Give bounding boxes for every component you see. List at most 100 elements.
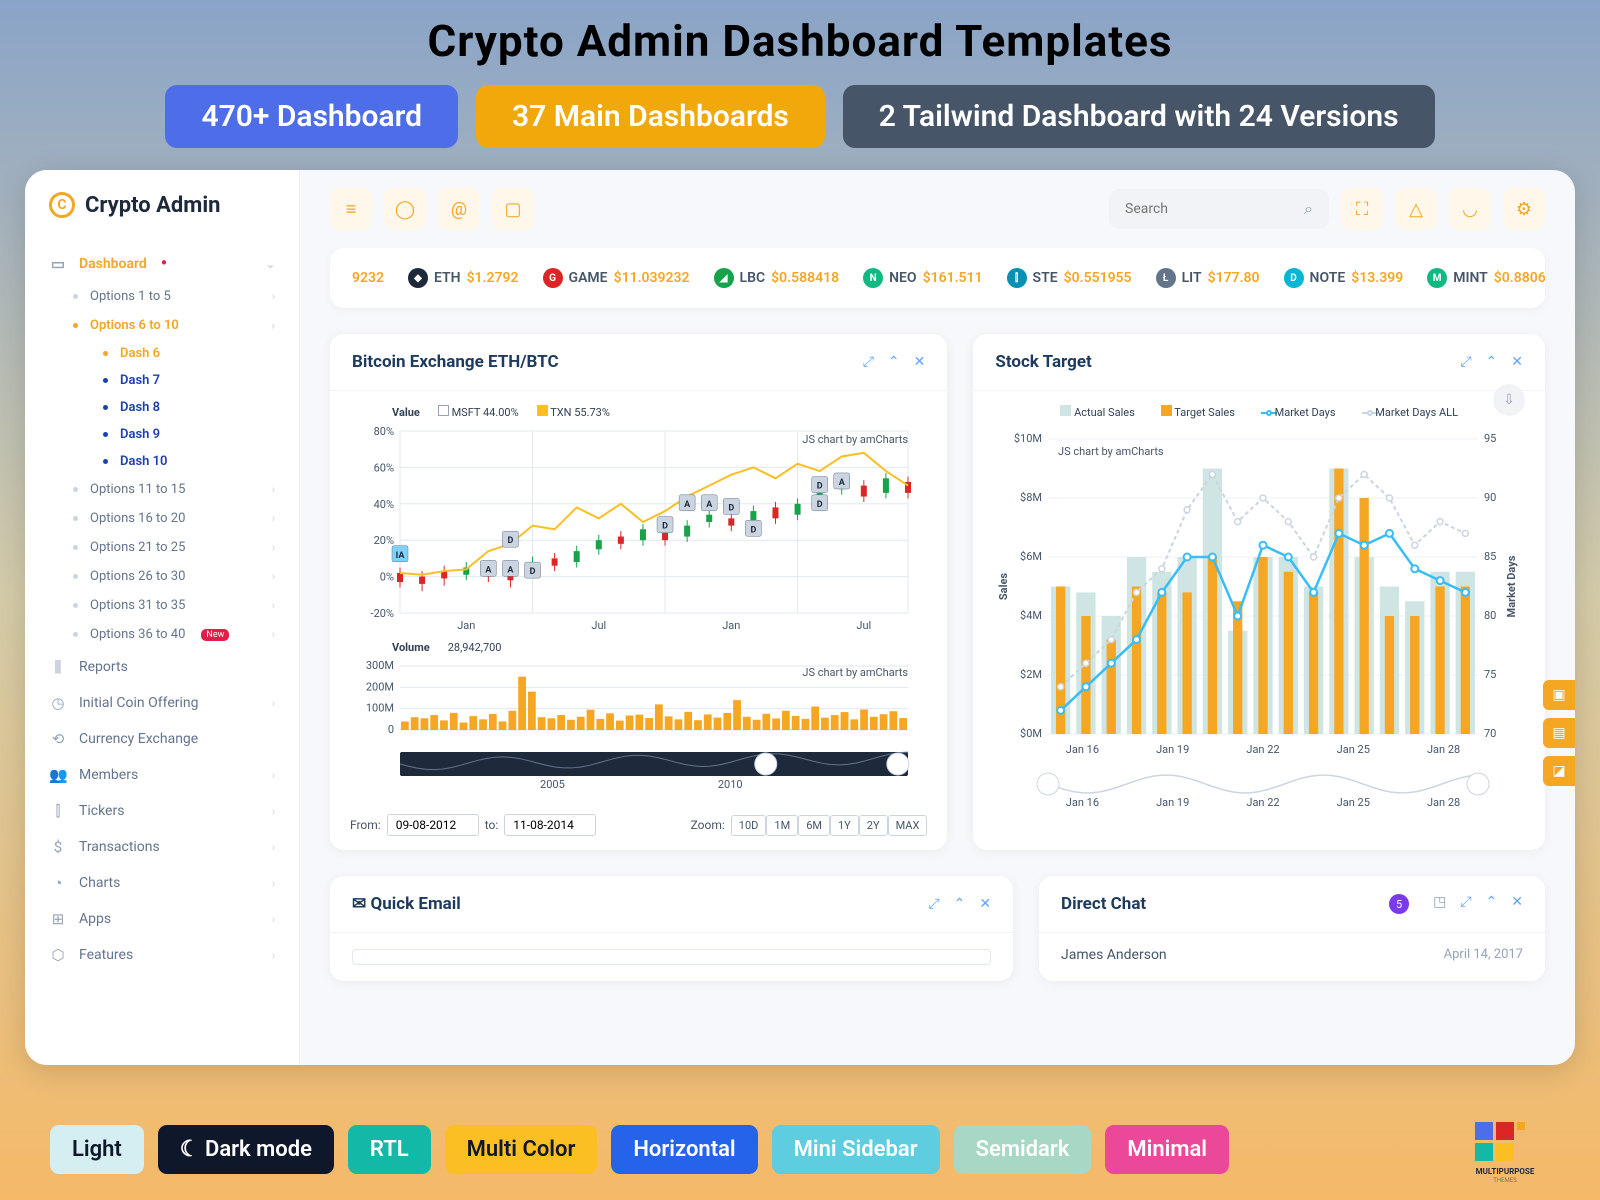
sidebar-dash[interactable]: Dash 9 (75, 421, 299, 448)
zoom-10D[interactable]: 10D (731, 815, 767, 836)
close-card-icon[interactable]: ✕ (1511, 354, 1523, 370)
search-box[interactable]: ⌕ (1109, 189, 1329, 229)
bullet-icon (73, 323, 78, 328)
footer-tag-dark-mode[interactable]: ☾ Dark mode (158, 1125, 334, 1174)
zoom-1Y[interactable]: 1Y (830, 815, 859, 836)
coin-icon: ⫿ (1007, 268, 1027, 288)
legend-item[interactable]: Actual Sales (1060, 405, 1134, 419)
sidebar-option[interactable]: Options 1 to 5› (45, 282, 299, 311)
ticker-item[interactable]: DNOTE$13.399 (1284, 268, 1404, 288)
expand-card-icon[interactable]: ⤢ (1460, 354, 1471, 370)
chevron-icon: › (272, 805, 275, 818)
svg-text:A: A (507, 565, 514, 575)
footer-tag-semidark[interactable]: Semidark (954, 1125, 1092, 1174)
email-input[interactable] (352, 949, 991, 965)
ticker-item[interactable]: MMINT$0.880694 (1427, 268, 1545, 288)
clipboard-icon[interactable]: ▢ (492, 188, 534, 230)
coin-icon: ◢ (714, 268, 734, 288)
sidebar-dash[interactable]: Dash 6 (75, 340, 299, 367)
svg-text:Jan 22: Jan 22 (1247, 743, 1280, 756)
expand-icon[interactable]: ⛶ (1341, 188, 1383, 230)
legend-item[interactable]: Market Days ALL (1362, 406, 1458, 419)
bell-icon[interactable]: △ (1395, 188, 1437, 230)
zoom-6M[interactable]: 6M (798, 815, 830, 836)
to-input[interactable] (504, 814, 596, 836)
chevron-icon: › (272, 697, 275, 710)
sidebar-item-apps[interactable]: ⊞Apps› (25, 901, 299, 937)
stock-scrubber[interactable]: Jan 16Jan 19Jan 22Jan 25Jan 28 (993, 759, 1523, 809)
footer-tag-multi-color[interactable]: Multi Color (445, 1125, 598, 1174)
fab-image-icon[interactable]: ▤ (1543, 718, 1575, 748)
option-label: Options 6 to 10 (90, 318, 179, 333)
user-icon[interactable]: ◡ (1449, 188, 1491, 230)
sidebar-item-features[interactable]: ⬡Features› (25, 937, 299, 973)
sidebar-item-initial-coin-offering[interactable]: ◷Initial Coin Offering› (25, 685, 299, 721)
option-label: Options 26 to 30 (90, 569, 185, 584)
from-input[interactable] (387, 814, 479, 836)
expand-card-icon[interactable]: ⤢ (928, 896, 939, 912)
collapse-card-icon[interactable]: ⌃ (1486, 354, 1498, 370)
expand-card-icon[interactable]: ⤢ (1460, 894, 1471, 914)
footer-tag-mini-sidebar[interactable]: Mini Sidebar (772, 1125, 940, 1174)
menu-icon[interactable]: ≡ (330, 188, 372, 230)
stock-card: Stock Target ⤢ ⌃ ✕ ⇩ Actual Sales Target… (973, 334, 1545, 850)
chevron-icon: › (272, 769, 275, 782)
fab-flag-icon[interactable]: ◪ (1543, 756, 1575, 786)
collapse-card-icon[interactable]: ⌃ (1486, 894, 1498, 914)
sidebar-dash[interactable]: Dash 10 (75, 448, 299, 475)
legend-item[interactable]: Market Days (1261, 406, 1336, 419)
close-card-icon[interactable]: ✕ (1511, 894, 1523, 914)
zoom-1M[interactable]: 1M (766, 815, 798, 836)
sidebar-option[interactable]: Options 11 to 15› (45, 475, 299, 504)
ticker-item[interactable]: ⫿STE$0.551955 (1007, 268, 1132, 288)
close-card-icon[interactable]: ✕ (979, 896, 991, 912)
chat-message: James Anderson April 14, 2017 (1039, 933, 1545, 977)
sidebar-option[interactable]: Options 16 to 20› (45, 504, 299, 533)
sidebar-item-charts[interactable]: ◔Charts› (25, 865, 299, 901)
sidebar-item-reports[interactable]: ⫼Reports (25, 649, 299, 685)
header-pill: 470+ Dashboard (165, 85, 458, 148)
ticker-item[interactable]: ◢LBC$0.588418 (714, 268, 840, 288)
legend-item[interactable]: Target Sales (1161, 405, 1235, 419)
gear-icon[interactable]: ⚙ (1503, 188, 1545, 230)
search-input[interactable] (1125, 201, 1304, 217)
svg-text:Jan 28: Jan 28 (1427, 796, 1460, 809)
sidebar-option[interactable]: Options 31 to 35› (45, 591, 299, 620)
zoom-MAX[interactable]: MAX (888, 815, 928, 836)
expand-card-icon[interactable]: ⤢ (863, 354, 874, 370)
sidebar-option[interactable]: Options 6 to 10› (45, 311, 299, 340)
sidebar-option[interactable]: Options 26 to 30› (45, 562, 299, 591)
chevron-icon: › (272, 913, 275, 926)
scrubber-svg[interactable]: 20052010 (350, 748, 920, 790)
sidebar-item-tickers[interactable]: ⫿Tickers› (25, 793, 299, 829)
sidebar-item-members[interactable]: 👥Members› (25, 757, 299, 793)
footer-tag-rtl[interactable]: RTL (348, 1125, 431, 1174)
fab-camera-icon[interactable]: ▣ (1543, 680, 1575, 710)
at-icon[interactable]: @ (438, 188, 480, 230)
collapse-card-icon[interactable]: ⌃ (888, 354, 900, 370)
collapse-card-icon[interactable]: ⌃ (954, 896, 966, 912)
ticker-item[interactable]: ◆ETH$1.2792 (408, 268, 519, 288)
zoom-2Y[interactable]: 2Y (859, 815, 888, 836)
nav-dashboard[interactable]: ▭ Dashboard • ⌄ (25, 246, 299, 282)
ticker-item[interactable]: NNEO$161.511 (863, 268, 982, 288)
sidebar-option[interactable]: Options 36 to 40New› (45, 620, 299, 649)
sidebar-option[interactable]: Options 21 to 25› (45, 533, 299, 562)
logo[interactable]: C Crypto Admin (25, 188, 299, 240)
sidebar-item-transactions[interactable]: $Transactions› (25, 829, 299, 865)
svg-text:Sales: Sales (997, 573, 1010, 601)
svg-text:Jan 22: Jan 22 (1247, 796, 1280, 809)
ticker-item[interactable]: GGAME$11.039232 (543, 268, 690, 288)
sidebar-item-currency-exchange[interactable]: ⟲Currency Exchange (25, 721, 299, 757)
topbar: ≡ ◯ @ ▢ ⌕ ⛶ △ ◡ ⚙ (300, 170, 1575, 248)
footer-tag-light[interactable]: Light (50, 1125, 144, 1174)
sidebar-dash[interactable]: Dash 7 (75, 367, 299, 394)
footer-tag-minimal[interactable]: Minimal (1105, 1125, 1229, 1174)
chat-users-icon[interactable]: ◳ (1433, 894, 1446, 914)
close-card-icon[interactable]: ✕ (914, 354, 926, 370)
sidebar-dash[interactable]: Dash 8 (75, 394, 299, 421)
chat-icon[interactable]: ◯ (384, 188, 426, 230)
footer-tag-horizontal[interactable]: Horizontal (611, 1125, 757, 1174)
ticker-item[interactable]: ŁLIT$177.80 (1156, 268, 1260, 288)
coin-symbol: LIT (1182, 270, 1202, 286)
